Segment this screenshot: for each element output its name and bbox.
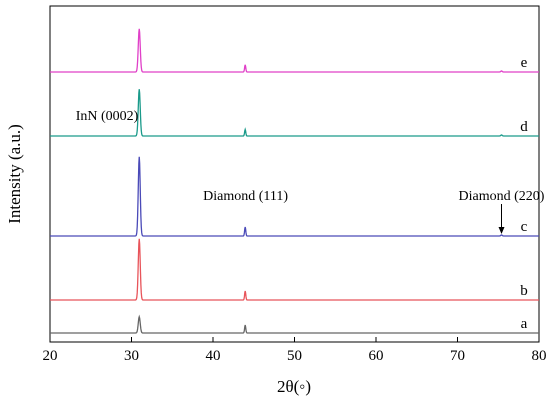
series-label-a: a — [521, 316, 528, 332]
x-tick-label: 80 — [532, 348, 547, 364]
x-axis-ticks: 20 30 40 50 60 70 80 — [43, 337, 547, 364]
annotation-label: Diamond (111) — [203, 189, 288, 204]
y-axis-title: Intensity (a.u.) — [5, 124, 24, 224]
series-label-e: e — [521, 55, 528, 71]
series-line-a — [50, 314, 539, 334]
x-tick-label: 40 — [206, 348, 221, 364]
annotation-label: InN (0002) — [76, 109, 139, 124]
series-line-c — [50, 156, 539, 237]
series-line-e — [50, 28, 539, 73]
x-tick-label: 50 — [287, 348, 302, 364]
x-tick-label: 30 — [124, 348, 139, 364]
x-tick-label: 20 — [43, 348, 58, 364]
annotation-arrow-head — [498, 227, 505, 234]
series-label-b: b — [520, 283, 528, 299]
annotations-group: InN (0002) Diamond (111) Diamond (220) — [76, 109, 545, 234]
x-tick-label: 60 — [369, 348, 384, 364]
x-axis-title: 2θ(◦) — [277, 377, 311, 396]
annotation-label: Diamond (220) — [459, 189, 545, 204]
x-tick-label: 70 — [450, 348, 465, 364]
series-line-b — [50, 238, 539, 301]
series-label-c: c — [521, 219, 528, 235]
plot-frame — [49, 5, 540, 343]
series-group: a b c d e — [50, 28, 539, 334]
series-line-d — [50, 89, 539, 137]
series-label-d: d — [520, 119, 528, 135]
